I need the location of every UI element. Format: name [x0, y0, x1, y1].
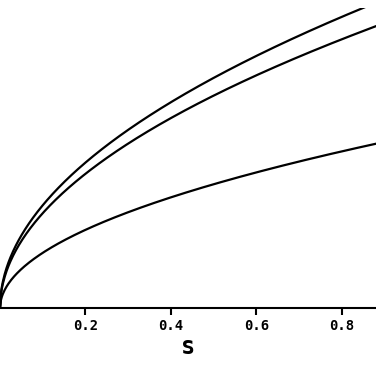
X-axis label: s: s — [181, 335, 195, 359]
